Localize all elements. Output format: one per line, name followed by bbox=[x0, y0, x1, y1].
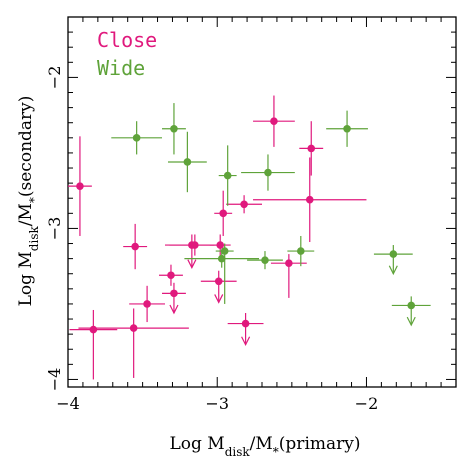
y-axis-title: Log Mdisk/M*(secondary) bbox=[16, 96, 41, 307]
data-point-close bbox=[129, 324, 138, 332]
data-point-wide bbox=[183, 158, 192, 166]
data-point-wide bbox=[217, 254, 226, 263]
legend-entry-wide: Wide bbox=[97, 56, 145, 80]
x-tick-label: −2 bbox=[355, 394, 379, 413]
x-axis-title: Log Mdisk/M*(primary) bbox=[169, 434, 360, 459]
data-point-close bbox=[270, 117, 278, 126]
data-point-wide bbox=[261, 256, 269, 264]
data-point-wide bbox=[264, 168, 272, 177]
data-point-close bbox=[76, 182, 84, 190]
upper-limit-arrow bbox=[187, 259, 197, 270]
data-point-close bbox=[89, 325, 98, 334]
legend-entry-close: Close bbox=[97, 28, 157, 52]
y-tick-label: −2 bbox=[45, 66, 64, 90]
data-point-wide bbox=[223, 171, 232, 180]
data-point-close bbox=[241, 319, 250, 328]
data-point-close bbox=[216, 241, 225, 249]
data-point-close bbox=[285, 259, 293, 267]
y-tick-label: −4 bbox=[45, 368, 64, 392]
data-point-close bbox=[170, 289, 178, 298]
data-point-close bbox=[167, 271, 175, 280]
upper-limit-arrow bbox=[214, 294, 224, 304]
data-point-wide bbox=[407, 301, 416, 310]
axis-ticks bbox=[67, 17, 457, 387]
data-point-close bbox=[214, 277, 223, 286]
data-point-wide bbox=[132, 134, 141, 142]
x-tick-label: −3 bbox=[205, 394, 229, 413]
data-marks bbox=[68, 95, 431, 380]
y-tick-label: −3 bbox=[45, 217, 64, 241]
data-point-wide bbox=[343, 124, 351, 133]
legend: Close Wide bbox=[97, 28, 157, 80]
data-point-wide bbox=[389, 250, 398, 258]
x-tick-label: −4 bbox=[56, 394, 80, 413]
upper-limit-arrow bbox=[388, 265, 398, 276]
data-point-wide bbox=[220, 247, 229, 255]
data-point-close bbox=[143, 300, 151, 308]
upper-limit-arrow bbox=[241, 336, 251, 347]
upper-limit-arrow bbox=[169, 304, 179, 315]
data-point-wide bbox=[297, 247, 305, 255]
data-point-close bbox=[191, 241, 199, 249]
data-point-close bbox=[131, 242, 139, 251]
data-point-close bbox=[307, 144, 316, 153]
upper-limit-arrow bbox=[406, 316, 416, 327]
tick-labels: −4 −3 −2 −4 −3 −2 bbox=[45, 66, 378, 413]
data-point-close bbox=[219, 209, 227, 218]
data-point-wide bbox=[170, 124, 178, 133]
series-wide bbox=[111, 103, 431, 327]
series-close bbox=[68, 95, 367, 380]
data-point-close bbox=[240, 200, 248, 209]
data-point-close bbox=[305, 195, 314, 204]
